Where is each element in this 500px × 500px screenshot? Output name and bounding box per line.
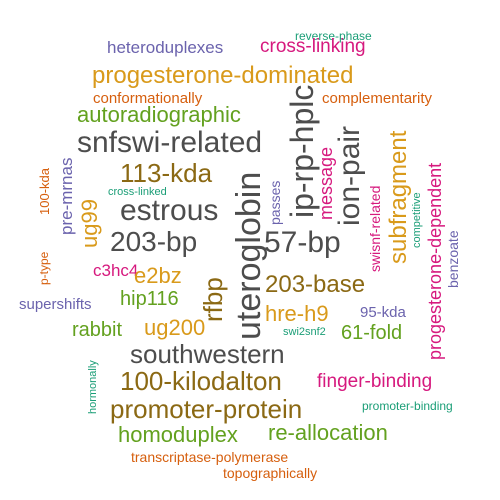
word-finger-binding: finger-binding — [317, 371, 433, 392]
word-203-bp: 203-bp — [110, 226, 198, 257]
word-cross-linking: cross-linking — [260, 36, 366, 57]
word-competitive: competitive — [411, 192, 423, 248]
word-100-kda: 100-kda — [37, 168, 52, 215]
word-hormonally: hormonally — [87, 360, 99, 414]
word-estrous: estrous — [120, 194, 219, 227]
word-ion-pair: ion-pair — [333, 125, 366, 226]
word-100-kilodalton: 100-kilodalton — [120, 366, 282, 396]
word-203-base: 203-base — [265, 271, 366, 298]
word-passes: passes — [267, 180, 283, 225]
word-progesterone-dependent: progesterone-dependent — [425, 162, 445, 360]
word-re-allocation: re-allocation — [268, 420, 388, 445]
word-c3hc4: c3hc4 — [93, 261, 139, 280]
word-southwestern: southwestern — [130, 339, 285, 369]
word-uteroglobin: uteroglobin — [230, 171, 268, 340]
word-benzoate: benzoate — [445, 230, 461, 288]
word-complementarity: complementarity — [322, 90, 433, 107]
word-supershifts: supershifts — [19, 296, 92, 313]
word-95-kda: 95-kda — [360, 304, 406, 321]
word-swi2snf2: swi2snf2 — [283, 326, 326, 338]
word-topographically: topographically — [223, 465, 318, 481]
word-cross-linked: cross-linked — [108, 186, 167, 198]
word-57-bp: 57-bp — [264, 226, 341, 259]
word-promoter-protein: promoter-protein — [110, 394, 303, 424]
word-hip116: hip116 — [120, 288, 179, 310]
word-ug99: ug99 — [77, 199, 102, 248]
word-ip-rp-hplc: ip-rp-hplc — [284, 84, 320, 218]
word-p-type: p-type — [37, 251, 51, 285]
word-message: message — [316, 146, 336, 220]
word-homoduplex: homoduplex — [118, 422, 238, 447]
word-pre-mrnas: pre-mrnas — [57, 157, 76, 235]
word-ug200: ug200 — [144, 315, 206, 340]
word-rabbit: rabbit — [72, 319, 123, 341]
word-progesterone-dominated: progesterone-dominated — [92, 62, 354, 89]
word-subfragment: subfragment — [385, 130, 412, 264]
word-autoradiographic: autoradiographic — [77, 102, 241, 127]
word-snfswi-related: snfswi-related — [77, 126, 263, 159]
word-e2bz: e2bz — [134, 263, 182, 288]
word-promoter-binding: promoter-binding — [362, 399, 453, 413]
word-reverse-phase: reverse-phase — [295, 29, 372, 43]
word-swisnf-related: swisnf-related — [367, 185, 383, 272]
word-hre-h9: hre-h9 — [265, 301, 329, 326]
word-rfbp: rfbp — [198, 277, 228, 322]
word-heteroduplexes: heteroduplexes — [107, 38, 224, 57]
word-61-fold: 61-fold — [341, 322, 403, 344]
word-113-kda: 113-kda — [120, 158, 213, 188]
word-transcriptase-polymerase: transcriptase-polymerase — [131, 449, 289, 465]
word-conformationally: conformationally — [93, 90, 203, 107]
